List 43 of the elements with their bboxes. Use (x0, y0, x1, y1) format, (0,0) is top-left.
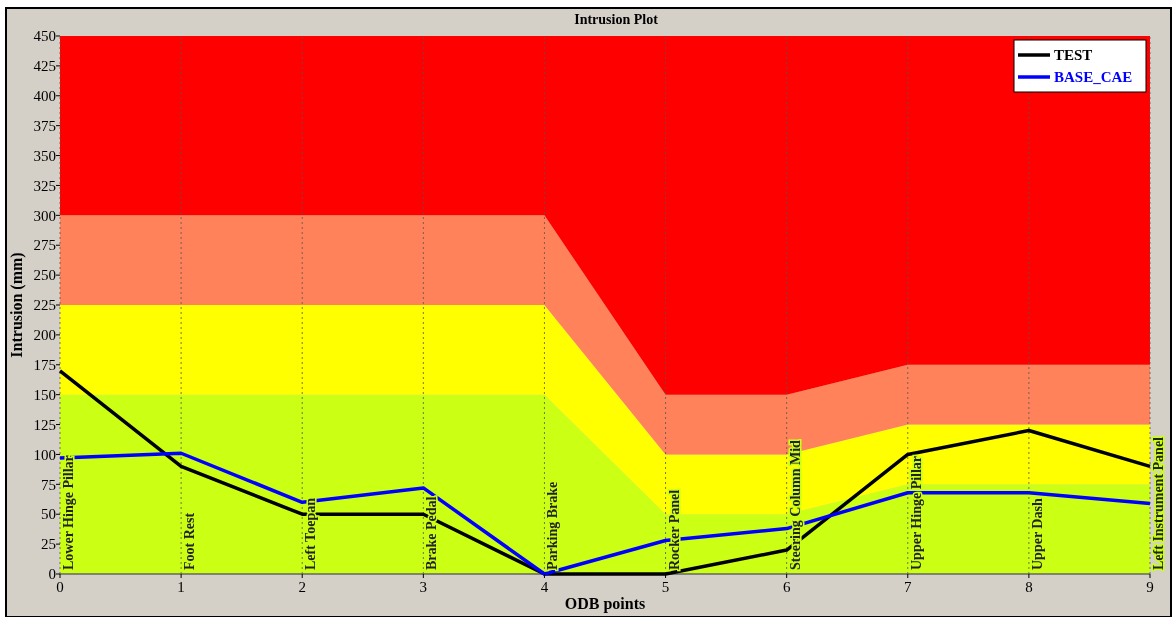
y-tick-label: 225 (33, 297, 56, 314)
y-axis-title: Intrusion (mm) (8, 252, 26, 358)
y-tick-label: 125 (33, 416, 56, 433)
y-tick-label: 275 (33, 237, 56, 254)
y-tick-label: 100 (33, 446, 56, 463)
x-tick-label: 8 (1025, 579, 1033, 595)
legend-label: TEST (1054, 47, 1093, 64)
y-tick-label: 50 (41, 506, 56, 523)
chart-title: Intrusion Plot (574, 12, 659, 27)
y-tick-label: 175 (33, 357, 56, 374)
annotation: Left Toepan (303, 497, 319, 570)
x-tick-label: 2 (298, 579, 306, 595)
annotation: Upper Dash (1029, 498, 1045, 570)
x-tick-label: 4 (540, 579, 549, 595)
x-tick-label: 7 (904, 579, 913, 595)
legend-label: BASE_CAE (1054, 69, 1133, 86)
y-tick-label: 150 (33, 386, 56, 403)
annotation: Left Instrument Panel (1151, 436, 1166, 570)
x-tick-label: 3 (419, 579, 428, 595)
y-tick-label: 375 (33, 117, 56, 134)
y-tick-label: 325 (33, 177, 56, 194)
x-tick-label: 5 (661, 579, 670, 595)
y-tick-label: 250 (33, 267, 56, 284)
annotation: Foot Rest (182, 512, 198, 570)
y-tick-label: 450 (33, 28, 56, 45)
y-tick-label: 25 (41, 536, 56, 553)
annotation: Upper Hinge Pillar (908, 455, 924, 570)
y-tick-label: 425 (33, 58, 56, 75)
x-tick-label: 1 (177, 579, 185, 595)
y-tick-label: 350 (33, 147, 56, 164)
y-tick-label: 0 (48, 566, 56, 583)
annotation: Brake Pedal (424, 496, 440, 570)
annotation: Rocker Panel (666, 489, 682, 570)
x-tick-label: 6 (782, 579, 791, 595)
x-tick-label: 9 (1146, 579, 1154, 595)
annotation: Parking Brake (545, 481, 561, 570)
y-tick-label: 300 (33, 207, 56, 224)
annotation: Steering Column Mid (787, 439, 803, 570)
y-tick-label: 400 (33, 88, 56, 105)
x-axis-title: ODB points (564, 595, 646, 613)
y-tick-label: 75 (41, 476, 56, 493)
annotation: Lower Hinge Pillar (61, 455, 76, 570)
y-tick-label: 200 (33, 327, 56, 344)
